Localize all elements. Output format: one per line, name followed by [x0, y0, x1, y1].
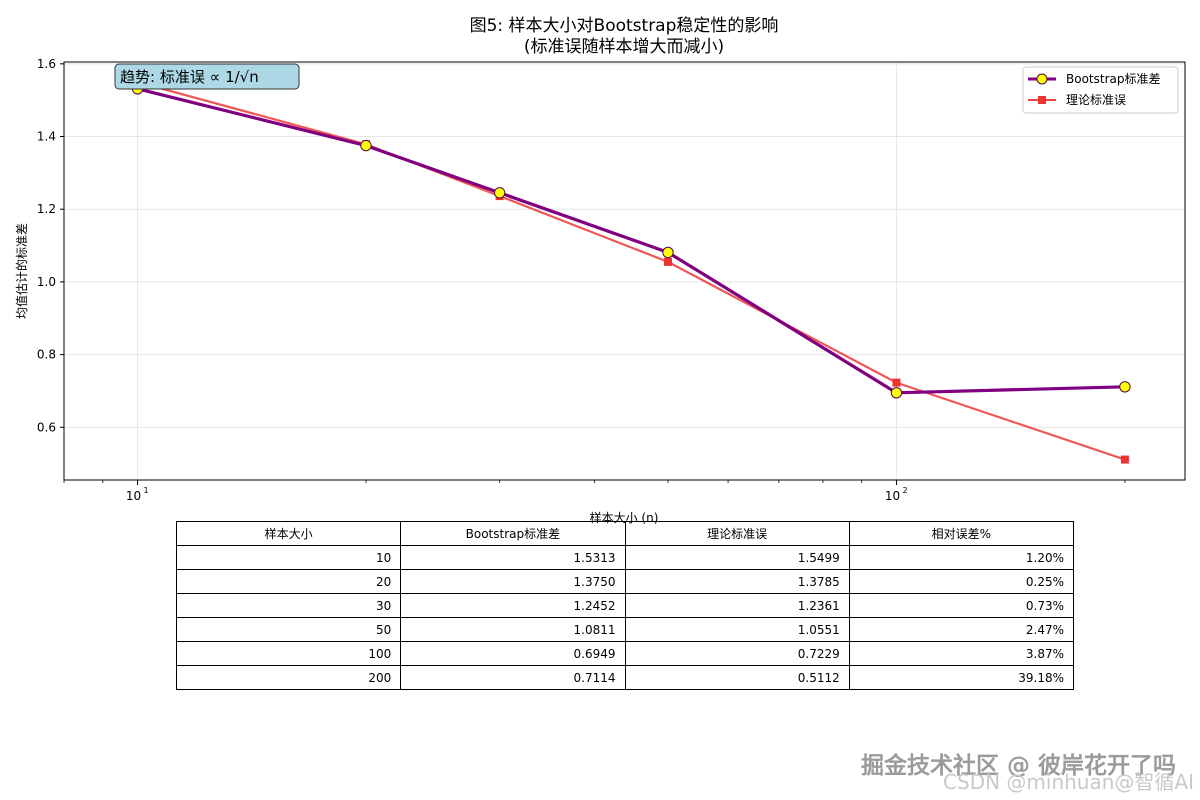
table-row: 100 0.6949 0.7229 3.87%: [175, 641, 1075, 666]
table-cell: 2.47%: [848, 617, 1075, 642]
y-tick-label: 1.6: [37, 57, 56, 71]
table-row: 10 1.5313 1.5499 1.20%: [175, 545, 1075, 570]
legend-label-theory: 理论标准误: [1066, 93, 1126, 107]
table-row: 200 0.7114 0.5112 39.18%: [175, 665, 1075, 690]
data-point-bootstrap: [890, 387, 903, 399]
chart-title: 图5: 样本大小对Bootstrap稳定性的影响: [470, 16, 779, 36]
annotation-box: 趋势: 标准误 ∝ 1/√n: [114, 63, 300, 90]
legend-marker-theory: [1038, 96, 1046, 104]
table-cell: 0.6949: [400, 641, 626, 666]
table-cell: 200: [175, 665, 402, 690]
series-layer: [131, 78, 1131, 464]
table-cell: 0.73%: [848, 593, 1075, 618]
data-point-bootstrap: [662, 246, 674, 259]
y-axis-label: 均值估计的标准差: [14, 223, 29, 319]
table-cell: 1.0811: [400, 617, 626, 642]
legend-marker-bootstrap: [1036, 73, 1048, 85]
data-point-theory: [1120, 455, 1129, 464]
table-cell: 0.7229: [624, 641, 850, 666]
chart-subtitle: (标准误随样本增大而减小): [524, 37, 724, 57]
x-tick-exponent: 2: [902, 486, 907, 495]
table-cell: 30: [175, 593, 402, 618]
watermark-sub: CSDN @minhuan@智循AI: [943, 770, 1194, 794]
table-row: 20 1.3750 1.3785 0.25%: [175, 569, 1075, 594]
y-tick-label: 1.2: [37, 202, 56, 216]
table-header-cell: 理论标准误: [624, 521, 850, 546]
table-cell: 39.18%: [848, 665, 1075, 690]
table-header-cell: 样本大小: [175, 521, 402, 546]
table-cell: 20: [175, 569, 402, 594]
watermark-main: 掘金技术社区 @ 彼岸花开了吗: [860, 753, 1176, 779]
table-row: 30 1.2452 1.2361 0.73%: [175, 593, 1075, 618]
data-point-theory: [664, 257, 673, 266]
data-point-bootstrap: [360, 139, 372, 152]
x-tick-label: 10: [126, 489, 141, 503]
annotation-text: 趋势: 标准误 ∝ 1/√n: [120, 68, 259, 86]
series-line-theory: [137, 80, 1126, 461]
table-cell: 1.20%: [848, 545, 1075, 570]
table-cell: 1.5313: [400, 545, 626, 570]
x-tick-exponent: 1: [144, 486, 149, 495]
data-table: 样本大小 Bootstrap标准差 理论标准误 相对误差% 10 1.5313 …: [175, 521, 1075, 690]
table-cell: 10: [175, 545, 402, 570]
table-cell: 1.2452: [400, 593, 626, 618]
grid: [64, 62, 1185, 480]
y-tick-label: 1.0: [37, 275, 56, 289]
x-tick-label: 10: [885, 489, 900, 503]
series-line-bootstrap: [137, 87, 1125, 395]
legend: Bootstrap标准差 理论标准误: [1022, 66, 1179, 114]
data-point-theory: [892, 378, 901, 387]
y-tick-label: 0.8: [37, 348, 56, 362]
y-tick-label: 1.4: [37, 130, 56, 144]
table-cell: 1.0551: [624, 617, 850, 642]
table-cell: 0.25%: [848, 569, 1075, 594]
table-cell: 1.3750: [400, 569, 626, 594]
table-header-cell: 相对误差%: [848, 521, 1075, 546]
table-header-cell: Bootstrap标准差: [400, 521, 626, 546]
data-point-bootstrap: [493, 187, 506, 199]
table-header-row: 样本大小 Bootstrap标准差 理论标准误 相对误差%: [175, 521, 1075, 546]
legend-label-bootstrap: Bootstrap标准差: [1066, 72, 1160, 86]
table-cell: 0.5112: [624, 665, 850, 690]
plot-frame: [63, 61, 1186, 481]
table-cell: 1.2361: [624, 593, 850, 618]
y-tick-label: 0.6: [37, 420, 56, 434]
table-cell: 100: [175, 641, 402, 666]
table-cell: 3.87%: [848, 641, 1075, 666]
table-cell: 1.3785: [624, 569, 850, 594]
data-point-bootstrap: [1119, 381, 1131, 393]
ticks: 0.60.81.01.21.41.610 1 10 2: [37, 57, 1126, 503]
table-row: 50 1.0811 1.0551 2.47%: [175, 617, 1075, 642]
table-cell: 50: [175, 617, 402, 642]
table-cell: 1.5499: [624, 545, 850, 570]
table-cell: 0.7114: [400, 665, 626, 690]
